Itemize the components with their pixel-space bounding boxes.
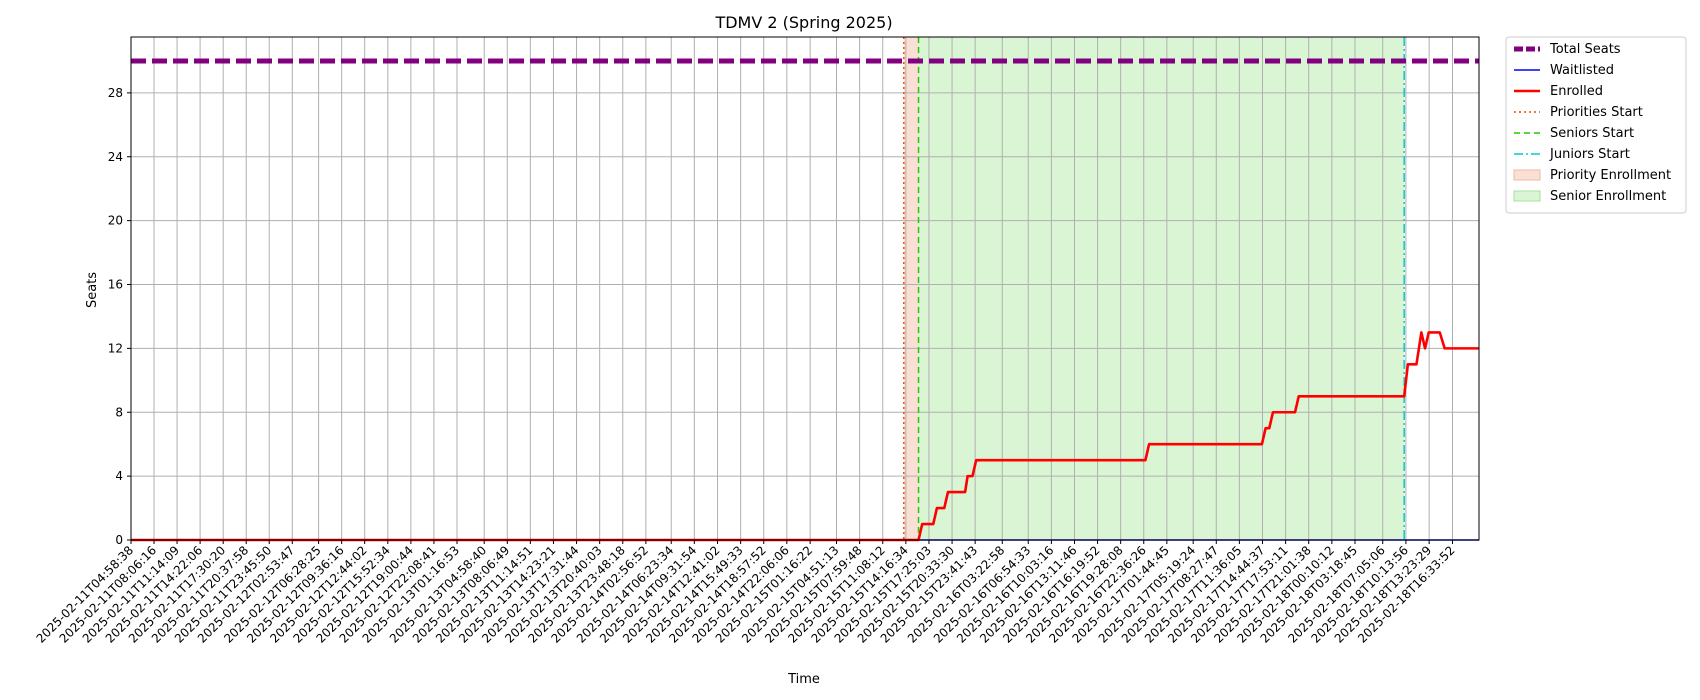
- y-tick-label: 12: [108, 341, 123, 355]
- enrollment-spans: [903, 37, 1405, 540]
- juniors-start-legend-label: Juniors Start: [1549, 147, 1630, 162]
- seniors-start-legend-label: Seniors Start: [1550, 126, 1634, 141]
- y-tick-label: 8: [115, 405, 123, 419]
- y-tick-label: 0: [115, 533, 123, 547]
- y-tick-label: 20: [108, 214, 123, 228]
- y-tick-label: 24: [108, 150, 123, 164]
- priority-enrollment-legend-swatch: [1513, 169, 1541, 181]
- total-seats-legend-label: Total Seats: [1549, 42, 1621, 57]
- y-tick-label: 4: [115, 469, 123, 483]
- senior-enrollment-span: [918, 37, 1405, 540]
- legend: Total Seats Waitlisted Enrolled Priorities …: [1505, 36, 1687, 214]
- enrolled-legend-label: Enrolled: [1550, 84, 1603, 99]
- y-tick-label: 16: [108, 278, 123, 292]
- legend-frame: [1505, 36, 1687, 214]
- phase-start-lines: [903, 37, 1405, 540]
- x-axis-label: Time: [787, 672, 820, 687]
- y-axis-label: Seats: [85, 272, 100, 308]
- enrolled-series-line: [131, 331, 1479, 542]
- waitlisted-legend-label: Waitlisted: [1550, 63, 1614, 78]
- senior-enrollment-legend-label: Senior Enrollment: [1550, 189, 1666, 204]
- plot-frame: [130, 36, 1480, 541]
- priorities-start-legend-label: Priorities Start: [1550, 105, 1643, 120]
- senior-enrollment-legend-swatch: [1513, 190, 1541, 202]
- y-tick-label: 28: [108, 86, 123, 100]
- priority-enrollment-span: [903, 37, 919, 540]
- chart-title: TDMV 2 (Spring 2025): [714, 13, 892, 32]
- priority-enrollment-legend-label: Priority Enrollment: [1550, 168, 1671, 183]
